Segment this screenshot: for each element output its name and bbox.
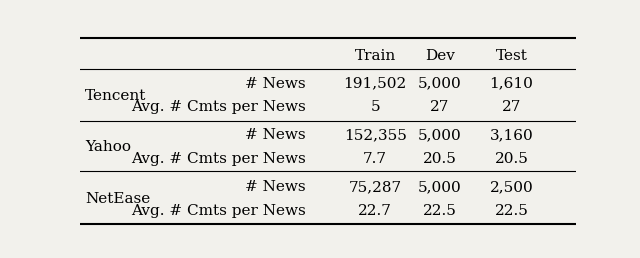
Text: 5: 5 bbox=[371, 100, 380, 115]
Text: Train: Train bbox=[355, 49, 396, 63]
Text: Dev: Dev bbox=[425, 49, 454, 63]
Text: 27: 27 bbox=[502, 100, 521, 115]
Text: 22.5: 22.5 bbox=[422, 204, 456, 218]
Text: 5,000: 5,000 bbox=[418, 180, 461, 194]
Text: 7.7: 7.7 bbox=[363, 152, 387, 166]
Text: 20.5: 20.5 bbox=[495, 152, 529, 166]
Text: Avg. # Cmts per News: Avg. # Cmts per News bbox=[131, 204, 306, 218]
Text: 152,355: 152,355 bbox=[344, 128, 406, 142]
Text: Yahoo: Yahoo bbox=[85, 140, 131, 154]
Text: # News: # News bbox=[245, 180, 306, 194]
Text: 75,287: 75,287 bbox=[349, 180, 402, 194]
Text: 5,000: 5,000 bbox=[418, 77, 461, 91]
Text: Avg. # Cmts per News: Avg. # Cmts per News bbox=[131, 100, 306, 115]
Text: Avg. # Cmts per News: Avg. # Cmts per News bbox=[131, 152, 306, 166]
Text: Tencent: Tencent bbox=[85, 88, 147, 102]
Text: # News: # News bbox=[245, 77, 306, 91]
Text: 3,160: 3,160 bbox=[490, 128, 533, 142]
Text: 20.5: 20.5 bbox=[422, 152, 456, 166]
Text: # News: # News bbox=[245, 128, 306, 142]
Text: 1,610: 1,610 bbox=[490, 77, 534, 91]
Text: 2,500: 2,500 bbox=[490, 180, 533, 194]
Text: Test: Test bbox=[495, 49, 527, 63]
Text: 191,502: 191,502 bbox=[344, 77, 407, 91]
Text: 22.7: 22.7 bbox=[358, 204, 392, 218]
Text: 27: 27 bbox=[430, 100, 449, 115]
Text: 5,000: 5,000 bbox=[418, 128, 461, 142]
Text: 22.5: 22.5 bbox=[495, 204, 529, 218]
Text: NetEase: NetEase bbox=[85, 192, 150, 206]
